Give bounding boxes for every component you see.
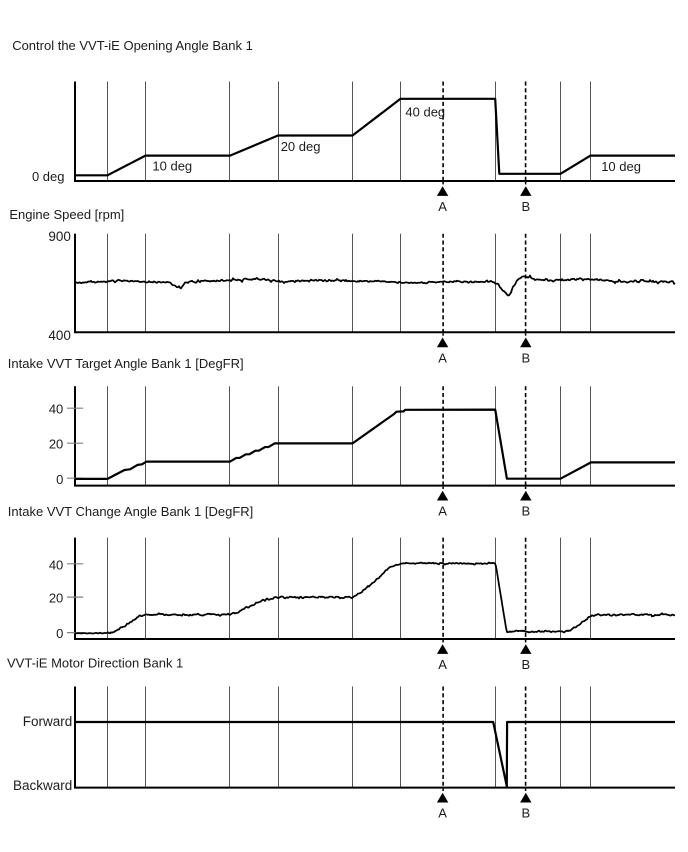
svg-text:A: A xyxy=(438,504,447,519)
svg-text:40: 40 xyxy=(49,557,63,572)
svg-text:A: A xyxy=(438,199,447,214)
svg-text:Engine Speed [rpm]: Engine Speed [rpm] xyxy=(9,207,124,222)
svg-text:400: 400 xyxy=(48,328,71,343)
svg-text:B: B xyxy=(521,657,530,672)
svg-text:B: B xyxy=(521,350,530,365)
svg-text:B: B xyxy=(521,806,530,821)
svg-text:40: 40 xyxy=(49,402,63,417)
svg-text:A: A xyxy=(438,806,447,821)
svg-text:0: 0 xyxy=(56,472,63,487)
svg-text:20 deg: 20 deg xyxy=(281,139,321,154)
svg-text:A: A xyxy=(438,657,447,672)
svg-text:Control the VVT-iE Opening Ang: Control the VVT-iE Opening Angle Bank 1 xyxy=(12,38,253,53)
svg-text:A: A xyxy=(438,350,447,365)
svg-text:0: 0 xyxy=(56,626,63,641)
svg-text:20: 20 xyxy=(49,437,63,452)
svg-text:B: B xyxy=(521,199,530,214)
svg-text:Forward: Forward xyxy=(23,714,73,729)
svg-text:Intake VVT Change Angle Bank 1: Intake VVT Change Angle Bank 1 [DegFR] xyxy=(8,504,253,519)
svg-text:900: 900 xyxy=(48,229,71,244)
svg-text:VVT-iE Motor Direction Bank 1: VVT-iE Motor Direction Bank 1 xyxy=(7,655,183,670)
svg-text:Backward: Backward xyxy=(13,778,72,793)
svg-text:40 deg: 40 deg xyxy=(405,104,445,119)
svg-text:0 deg: 0 deg xyxy=(32,169,65,184)
svg-text:Intake VVT Target Angle Bank 1: Intake VVT Target Angle Bank 1 [DegFR] xyxy=(8,356,244,371)
svg-text:B: B xyxy=(521,504,530,519)
svg-text:20: 20 xyxy=(49,591,63,606)
svg-text:10 deg: 10 deg xyxy=(152,159,192,174)
svg-text:10 deg: 10 deg xyxy=(601,159,641,174)
